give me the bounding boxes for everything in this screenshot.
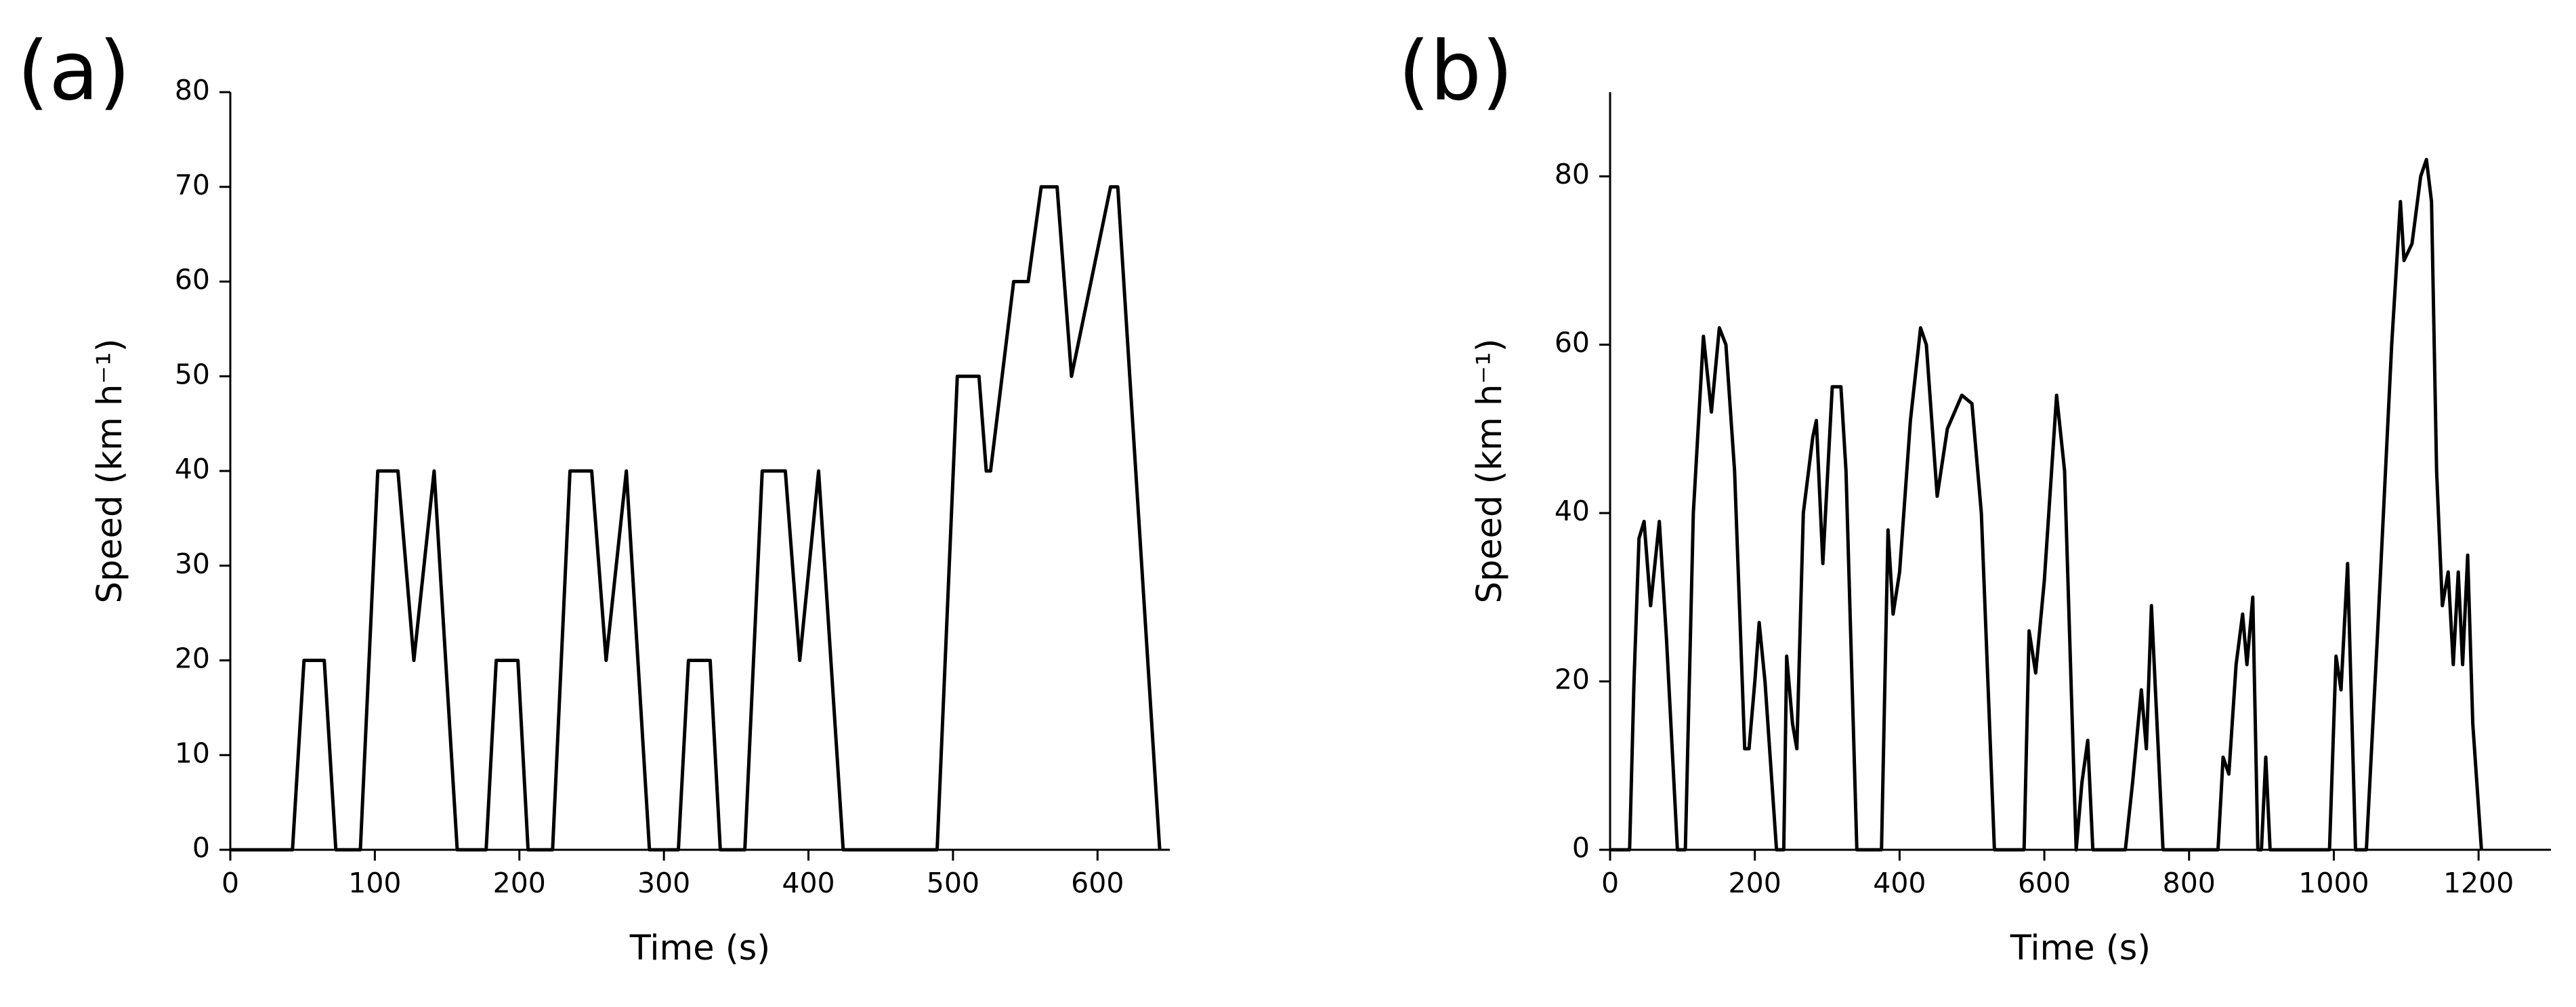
x-tick-label: 500 [927, 867, 979, 899]
x-tick-label: 600 [1071, 867, 1124, 899]
x-axis-label: Time (s) [2010, 928, 2151, 968]
data-line [1610, 157, 2483, 852]
y-tick-label: 40 [175, 453, 210, 485]
y-axis-label: Speed (km h⁻¹) [1470, 339, 1510, 604]
y-tick-label: 60 [175, 264, 210, 296]
x-tick-label: 600 [2018, 867, 2071, 899]
x-tick-label: 100 [348, 867, 401, 899]
panel-label: (a) [17, 25, 130, 119]
x-tick-label: 1200 [2443, 867, 2514, 899]
x-tick-label: 400 [782, 867, 835, 899]
y-tick-label: 0 [192, 831, 210, 864]
panel-label: (b) [1398, 25, 1513, 119]
x-axis-label: Time (s) [629, 928, 770, 968]
y-tick-label: 20 [1555, 663, 1590, 696]
y-tick-label: 20 [175, 642, 210, 675]
x-tick-label: 0 [221, 867, 239, 899]
x-tick-label: 200 [1729, 867, 1781, 899]
data-line [230, 185, 1162, 852]
y-tick-label: 50 [175, 358, 210, 390]
y-tick-label: 10 [175, 737, 210, 769]
y-tick-label: 80 [1555, 158, 1590, 190]
y-tick-label: 0 [1572, 831, 1590, 864]
y-tick-label: 40 [1555, 495, 1590, 527]
y-tick-label: 60 [1555, 327, 1590, 359]
y-tick-label: 80 [175, 74, 210, 106]
x-tick-label: 800 [2163, 867, 2216, 899]
y-tick-label: 70 [175, 169, 210, 201]
x-tick-label: 1000 [2298, 867, 2369, 899]
x-tick-label: 400 [1873, 867, 1926, 899]
y-axis-label: Speed (km h⁻¹) [90, 339, 130, 604]
x-tick-label: 300 [637, 867, 690, 899]
y-tick-label: 30 [175, 548, 210, 580]
x-tick-label: 0 [1601, 867, 1619, 899]
x-tick-label: 200 [493, 867, 546, 899]
